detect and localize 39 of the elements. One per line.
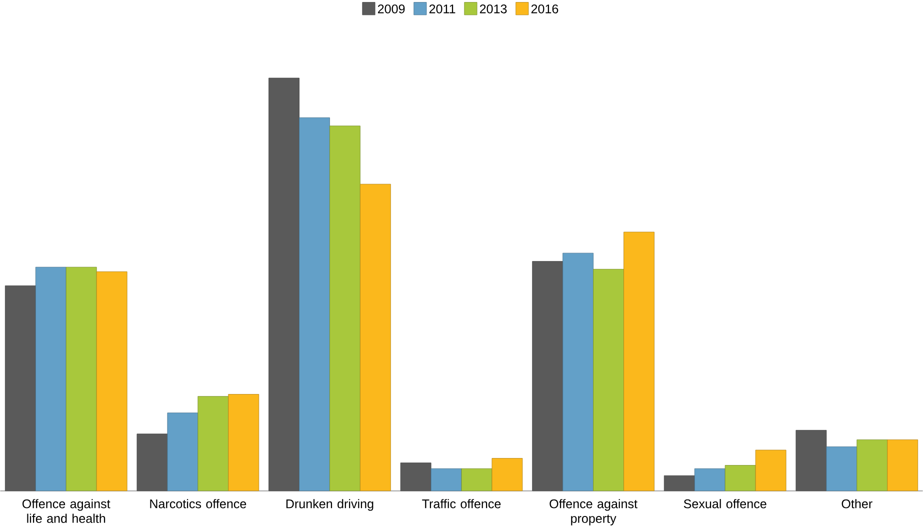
bar [664, 475, 695, 492]
x-tick-label: Narcotics offence [150, 499, 246, 508]
x-tick-label: Offence against property [550, 499, 638, 526]
bar [461, 468, 492, 492]
x-tick-label: Drunken driving [286, 499, 374, 511]
bar [360, 184, 391, 492]
bar [796, 430, 827, 492]
bar [330, 126, 360, 492]
x-tick-label: Sexual offence [684, 499, 766, 508]
bar [228, 394, 260, 492]
legend-label: 2009 [378, 4, 405, 14]
bar [593, 269, 624, 492]
bar [400, 462, 432, 492]
bar [532, 261, 564, 492]
legend-label: 2011 [429, 4, 456, 14]
bar [136, 434, 168, 492]
x-tick-label: Other [842, 499, 872, 508]
bar [66, 266, 97, 492]
x-tick-label: Offence against life and health [22, 499, 110, 523]
bar [856, 440, 888, 492]
bar [268, 78, 300, 492]
bar [562, 252, 594, 492]
bar [299, 117, 330, 492]
bar [624, 232, 654, 492]
bar [430, 468, 462, 492]
bar [4, 286, 36, 492]
legend-label: 2013 [480, 4, 507, 14]
bar [755, 450, 786, 492]
bar [724, 465, 756, 492]
legend-label: 2016 [531, 4, 558, 14]
bar [826, 446, 858, 492]
bar [887, 440, 918, 492]
bar [492, 458, 523, 492]
bar [35, 266, 66, 492]
bar [96, 271, 128, 492]
bar [167, 412, 198, 492]
bar [694, 468, 726, 492]
x-tick-label: Traffic offence [422, 499, 501, 508]
bar [198, 396, 229, 492]
